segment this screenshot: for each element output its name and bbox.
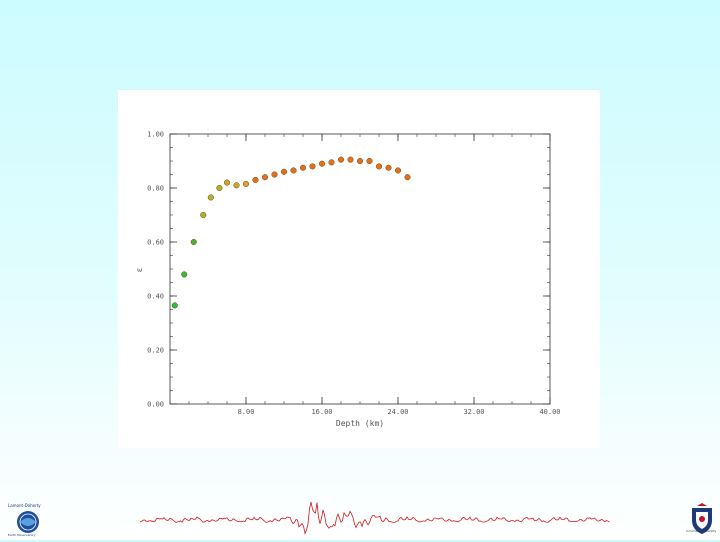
seismogram-trace [140,501,610,535]
data-point [242,180,250,187]
logo-left-caption-top: Lamont-Doherty [8,503,41,508]
x-axis-label: Depth (km) [336,419,384,428]
x-tick-label: 24.00 [387,408,408,416]
data-point [394,167,402,174]
data-point [171,302,178,309]
y-tick-label: 0.00 [147,401,164,409]
data-point [366,157,373,165]
logo-right-caption: Columbia University [686,529,717,533]
data-point [318,160,326,167]
data-point [261,174,269,181]
y-tick-label: 0.60 [147,239,164,247]
data-point [299,164,307,171]
x-tick-label: 8.00 [238,408,255,416]
data-point [233,182,240,189]
data-point [190,238,197,246]
data-point [385,164,392,171]
data-point [290,167,297,174]
data-points [171,156,411,309]
scatter-plot: 8.00 16.00 24.00 32.00 40.00 0.00 0.20 0.40 0.60… [135,131,561,429]
data-point [404,174,411,181]
y-tick-label: 0.20 [147,347,164,355]
data-point [337,156,345,163]
data-point [347,156,354,163]
data-point [207,194,214,201]
x-tick-label: 40.00 [539,408,560,416]
data-point [200,211,207,219]
data-point [356,157,364,165]
data-point [252,176,259,183]
data-point [375,163,383,170]
data-point [280,168,288,175]
university-crest-logo [688,502,716,538]
x-tick-label: 16.00 [311,408,332,416]
data-point [181,271,188,278]
data-point [328,159,335,166]
data-point [271,171,278,178]
y-tick-label: 0.40 [147,293,164,301]
lamont-doherty-logo [8,502,50,538]
data-point [216,184,223,192]
data-point [309,163,316,170]
data-point [223,179,231,186]
x-tick-label: 32.00 [463,408,484,416]
y-tick-label: 0.80 [147,185,164,193]
chart-card: 8.00 16.00 24.00 32.00 40.00 0.00 0.20 0.40 0.60… [118,90,600,448]
plot-frame [169,133,551,405]
axis-ticks: 8.00 16.00 24.00 32.00 40.00 0.00 0.20 0.40 0.60… [147,131,560,417]
y-tick-label: 1.00 [147,131,164,139]
logo-left-caption-bottom: Earth Observatory [8,533,36,537]
y-axis-label: ε [135,267,144,272]
